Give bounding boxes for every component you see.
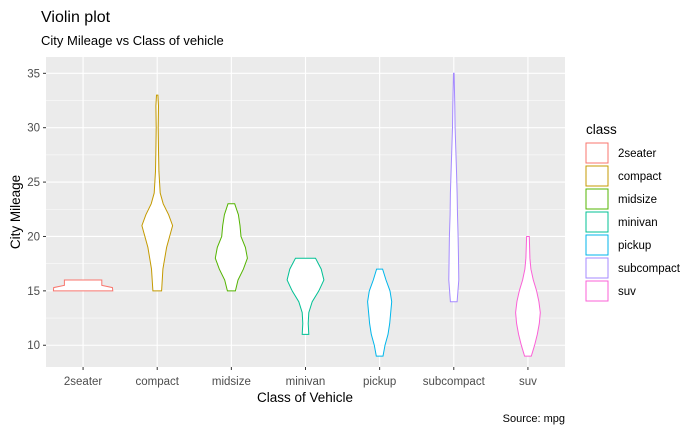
violins [52, 72, 541, 357]
legend-key-suv [585, 280, 609, 302]
violin-subcompact [448, 72, 460, 303]
y-tick-label: 35 [27, 68, 40, 80]
y-tick-label: 10 [27, 340, 40, 352]
legend-label-subcompact: subcompact [618, 263, 681, 275]
chart-subtitle: City Mileage vs Class of vehicle [41, 33, 224, 48]
x-tick-label: compact [135, 376, 179, 388]
violin-2seater [52, 279, 114, 292]
legend-items: 2seater compact midsize minivan pickup subcom… [585, 142, 681, 302]
x-tick-label: 2seater [64, 376, 103, 388]
legend-label-midsize: midsize [618, 194, 657, 206]
legend: class 2seater compact midsize minivan pickup… [585, 122, 681, 302]
violin-compact [141, 94, 174, 292]
y-tick-label: 15 [27, 286, 40, 298]
legend-key-compact [585, 165, 609, 187]
x-tick-label: subcompact [423, 376, 486, 388]
violin-midsize [214, 203, 248, 292]
legend-title: class [586, 122, 617, 137]
legend-label-pickup: pickup [618, 240, 651, 252]
legend-key-pickup [585, 234, 609, 256]
x-tick-label: midsize [212, 376, 251, 388]
y-tick-label: 25 [27, 177, 40, 189]
legend-label-2seater: 2seater [618, 148, 657, 160]
violin-minivan [286, 257, 325, 335]
legend-key-subcompact [585, 257, 609, 279]
y-tick-label: 20 [27, 231, 40, 243]
x-axis-ticks: 2seater compact midsize minivan pickup subcom… [64, 367, 537, 388]
legend-label-minivan: minivan [618, 217, 658, 229]
caption: Source: mpg [503, 413, 565, 425]
x-axis-title: Class of Vehicle [257, 390, 353, 405]
y-axis-title: City Mileage [8, 175, 23, 249]
legend-key-midsize [585, 188, 609, 210]
violin-suv [515, 236, 541, 357]
legend-label-suv: suv [618, 286, 636, 298]
y-axis-ticks: 10 15 20 25 30 35 [27, 68, 46, 352]
violin-pickup [367, 268, 393, 357]
legend-label-compact: compact [618, 171, 662, 183]
x-tick-label: suv [519, 376, 537, 388]
x-tick-label: pickup [363, 376, 396, 388]
y-tick-label: 30 [27, 123, 40, 135]
legend-key-minivan [585, 211, 609, 233]
chart-title: Violin plot [41, 9, 111, 26]
legend-key-2seater [585, 142, 609, 164]
x-tick-label: minivan [286, 376, 326, 388]
